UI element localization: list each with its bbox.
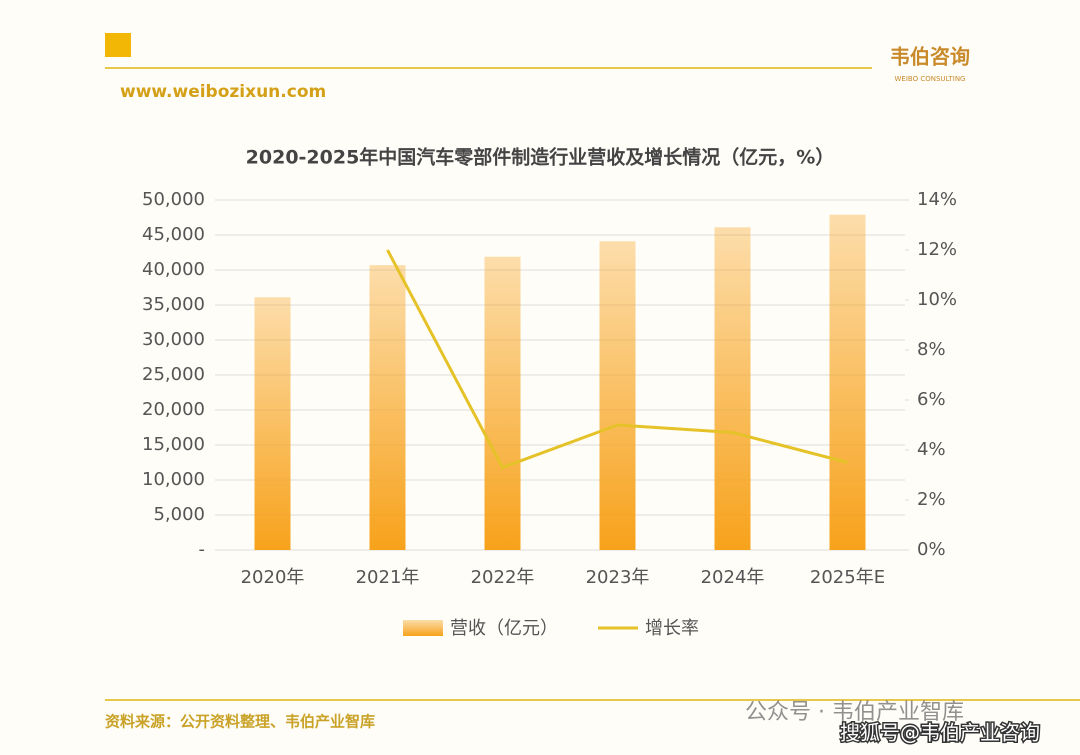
source: 资料来源：公开资料整理、韦伯产业智库 bbox=[105, 713, 375, 731]
y2-tick-label: 10% bbox=[917, 289, 957, 310]
brand: 韦伯咨询 bbox=[890, 45, 970, 69]
y-tick-label: 15,000 bbox=[142, 434, 205, 455]
x-tick-label: 2020年 bbox=[241, 567, 305, 588]
chart-title: 2020-2025年中国汽车零部件制造行业营收及增长情况（亿元，%） bbox=[246, 146, 835, 169]
y-tick-label: 25,000 bbox=[142, 364, 205, 385]
line bbox=[386, 249, 848, 470]
x-tick-label: 2021年 bbox=[356, 567, 420, 588]
bar bbox=[829, 214, 866, 550]
y2-tick-label: 12% bbox=[917, 239, 957, 260]
y-tick-label: 5,000 bbox=[153, 504, 205, 525]
y2-tick-label: 8% bbox=[917, 339, 946, 360]
y2-tick-label: 4% bbox=[917, 439, 946, 460]
legend-label: 增长率 bbox=[645, 618, 699, 639]
y-tick-label: 40,000 bbox=[142, 259, 205, 280]
y-tick-label: 30,000 bbox=[142, 329, 205, 350]
bar bbox=[599, 241, 636, 551]
y2-tick-label: 0% bbox=[917, 539, 946, 560]
x-tick-label: 2025年E bbox=[810, 567, 885, 588]
y-tick-label: 10,000 bbox=[142, 469, 205, 490]
y-tick-label: 45,000 bbox=[142, 224, 205, 245]
bar bbox=[714, 227, 751, 551]
y2-tick-label: 2% bbox=[917, 489, 946, 510]
url: www.weibozixun.com bbox=[120, 82, 326, 102]
bar bbox=[369, 265, 406, 550]
x-tick-label: 2024年 bbox=[701, 567, 765, 588]
y-tick-label: - bbox=[199, 539, 206, 560]
bar bbox=[254, 297, 291, 550]
legend-swatch bbox=[403, 620, 443, 636]
legend-label: 营收（亿元） bbox=[450, 618, 558, 639]
bar bbox=[484, 256, 521, 550]
x-tick-label: 2022年 bbox=[471, 567, 535, 588]
y-tick-label: 50,000 bbox=[142, 189, 205, 210]
x-tick-label: 2023年 bbox=[586, 567, 650, 588]
y-tick-label: 35,000 bbox=[142, 294, 205, 315]
watermark-2: 搜狐号@韦伯产业咨询 bbox=[840, 721, 1040, 745]
logo-square bbox=[105, 33, 131, 57]
y-tick-label: 20,000 bbox=[142, 399, 205, 420]
watermark: 公众号 · 韦伯产业智库 bbox=[745, 700, 964, 725]
brand-sub: WEIBO CONSULTING bbox=[895, 75, 966, 83]
y2-tick-label: 6% bbox=[917, 389, 946, 410]
y2-tick-label: 14% bbox=[917, 189, 957, 210]
